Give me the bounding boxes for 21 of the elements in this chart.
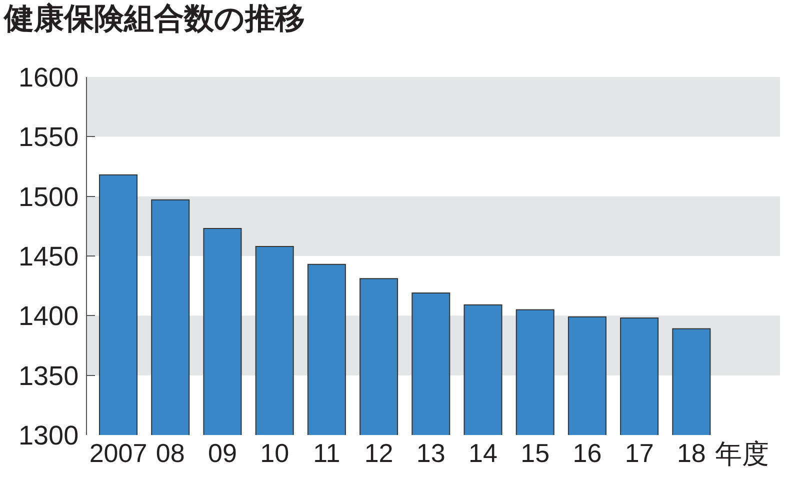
y-tick-label: 1600	[18, 62, 79, 92]
x-tick-label: 13	[416, 438, 446, 468]
y-tick-label: 1350	[18, 360, 79, 391]
x-tick-label: 08	[156, 438, 185, 468]
chart-title: 健康保険組合数の推移	[3, 1, 305, 36]
y-tick-label: 1500	[18, 182, 79, 212]
x-tick-label: 16	[572, 438, 602, 468]
y-tick-label: 1300	[18, 420, 79, 450]
x-tick-label: 10	[260, 438, 290, 468]
x-tick-label: 2007	[89, 438, 148, 468]
y-tick-label: 1450	[18, 241, 79, 272]
y-tick-label: 1550	[18, 122, 79, 152]
x-axis-title: 年度	[715, 439, 769, 470]
x-tick-label: 11	[313, 438, 340, 468]
x-tick-label: 15	[520, 438, 550, 468]
x-tick-label: 09	[208, 438, 237, 468]
x-tick-label: 17	[624, 438, 654, 468]
x-tick-label: 14	[468, 438, 498, 468]
x-tick-label: 18	[676, 438, 706, 468]
y-tick-label: 1400	[18, 301, 79, 332]
x-tick-label: 12	[364, 438, 394, 468]
